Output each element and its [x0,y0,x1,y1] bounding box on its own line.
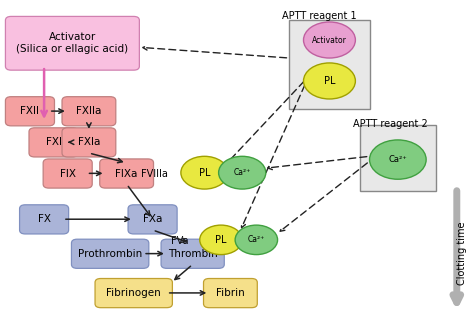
Text: Activator: Activator [312,36,347,44]
Circle shape [303,63,356,99]
FancyBboxPatch shape [289,20,370,109]
FancyBboxPatch shape [100,159,154,188]
Text: Fibrin: Fibrin [216,288,245,298]
Text: APTT reagent 1: APTT reagent 1 [283,11,357,20]
Text: FXIa: FXIa [78,138,100,147]
FancyBboxPatch shape [360,125,436,191]
Text: FVIIIa: FVIIIa [141,169,168,179]
FancyBboxPatch shape [19,205,69,234]
Text: FIX: FIX [60,168,76,179]
Text: APTT reagent 2: APTT reagent 2 [353,119,428,129]
Text: Ca²⁺: Ca²⁺ [389,155,407,164]
Circle shape [200,225,242,255]
FancyBboxPatch shape [95,279,173,308]
FancyBboxPatch shape [203,279,257,308]
FancyBboxPatch shape [43,159,92,188]
FancyBboxPatch shape [62,97,116,126]
Text: Clotting time: Clotting time [456,221,466,285]
Text: Prothrombin: Prothrombin [78,249,142,259]
Text: Activator
(Silica or ellagic acid): Activator (Silica or ellagic acid) [16,33,128,54]
Text: FXa: FXa [143,215,162,224]
FancyBboxPatch shape [62,128,116,157]
Text: Fibrinogen: Fibrinogen [106,288,161,298]
Text: FVa: FVa [171,237,188,246]
Text: FXII: FXII [20,106,39,116]
FancyBboxPatch shape [29,128,78,157]
Text: Ca²⁺: Ca²⁺ [248,235,265,244]
Text: FXIIa: FXIIa [76,106,101,116]
Text: FX: FX [37,215,51,224]
Circle shape [181,156,228,189]
Circle shape [235,225,278,255]
Circle shape [303,22,356,58]
Text: FXI: FXI [46,138,62,147]
Text: PL: PL [324,76,335,86]
FancyBboxPatch shape [5,97,55,126]
Text: FIXa: FIXa [116,168,138,179]
Text: Thrombin: Thrombin [168,249,218,259]
FancyBboxPatch shape [161,239,224,268]
Text: Ca²⁺: Ca²⁺ [234,168,251,177]
Text: PL: PL [215,235,227,245]
FancyBboxPatch shape [5,16,139,70]
Circle shape [219,156,266,189]
FancyBboxPatch shape [72,239,149,268]
Circle shape [370,140,426,179]
FancyBboxPatch shape [128,205,177,234]
Text: PL: PL [199,168,210,178]
